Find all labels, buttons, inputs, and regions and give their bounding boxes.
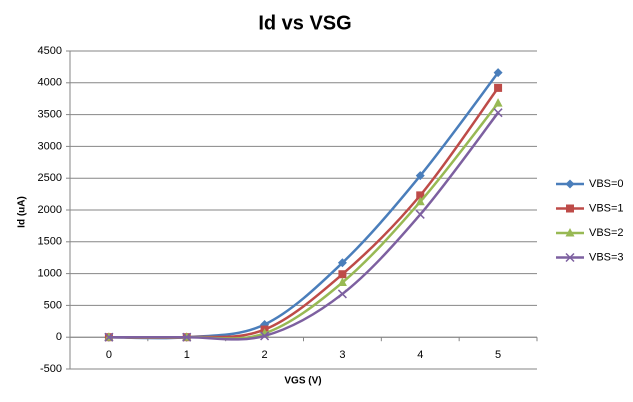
marker (493, 98, 503, 107)
y-tick-label: 500 (44, 299, 62, 311)
y-tick-label: -500 (40, 363, 62, 375)
x-tick-label: 4 (417, 349, 423, 361)
series-line (108, 102, 500, 340)
y-tick-label: 2500 (38, 172, 62, 184)
x-tick-label: 0 (106, 349, 112, 361)
x-axis-title: VGS (V) (284, 376, 321, 387)
marker (182, 332, 192, 342)
marker (493, 108, 503, 118)
legend-label: VBS=3 (589, 251, 624, 263)
series-line (108, 71, 500, 340)
marker (494, 83, 503, 92)
legend-label: VBS=0 (589, 178, 624, 190)
legend-label: VBS=2 (589, 227, 624, 239)
marker (260, 331, 270, 341)
marker (565, 228, 575, 237)
marker (338, 270, 347, 279)
marker (337, 289, 347, 299)
x-tick-label: 2 (262, 349, 268, 361)
marker (415, 196, 425, 206)
marker (565, 252, 575, 263)
x-tick-label: 5 (495, 349, 501, 361)
y-tick-label: 2000 (38, 204, 62, 216)
series-line (108, 87, 500, 340)
marker (415, 209, 425, 219)
marker (565, 179, 575, 189)
y-tick-label: 0 (56, 331, 62, 343)
marker (337, 258, 347, 268)
marker (416, 191, 425, 200)
x-tick-label: 1 (184, 349, 190, 361)
legend-label: VBS=1 (589, 202, 624, 214)
marker (415, 171, 425, 181)
y-axis-title: Id (uA) (17, 196, 28, 228)
y-tick-label: 4000 (38, 77, 62, 89)
chart-title: Id vs VSG (258, 12, 351, 34)
y-tick-label: 3500 (38, 109, 62, 121)
x-tick-label: 3 (339, 349, 345, 361)
marker (337, 277, 347, 287)
y-tick-label: 1000 (38, 268, 62, 280)
marker (493, 68, 503, 78)
marker (566, 204, 574, 213)
marker (104, 332, 114, 342)
y-tick-label: 4500 (38, 45, 62, 57)
y-tick-label: 1500 (38, 236, 62, 248)
y-tick-label: 3000 (38, 140, 62, 152)
